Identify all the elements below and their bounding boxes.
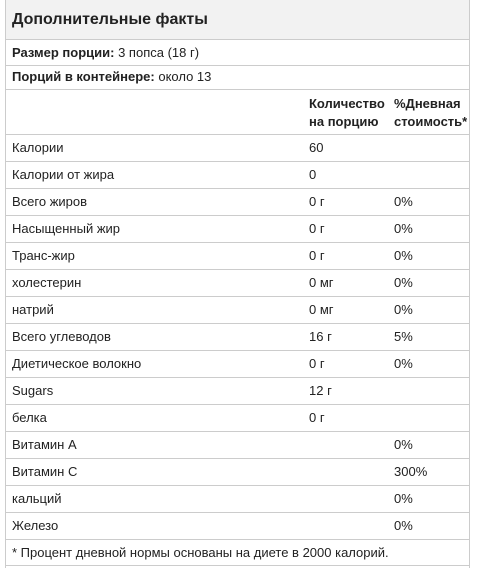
nutrient-name: белка: [12, 410, 47, 425]
daily-value: 300%: [394, 464, 428, 479]
daily-value: 0%: [394, 194, 413, 209]
amount: 0 г: [309, 194, 325, 209]
daily-value: 0%: [394, 275, 413, 290]
nutrient-name: Калории от жира: [12, 167, 115, 182]
nutrient-row: Диетическое волокно 0 г 0%: [6, 351, 469, 378]
amount-header: Количество на порцию: [309, 95, 385, 131]
daily-value: 0%: [394, 221, 413, 236]
daily-value: 0%: [394, 356, 413, 371]
nutrient-name: Витамин C: [12, 464, 78, 479]
nutrient-name: Sugars: [12, 383, 54, 398]
daily-value: 0%: [394, 302, 413, 317]
nutrient-row: Калории 60: [6, 135, 469, 162]
header-line: Количество: [309, 96, 385, 111]
nutrient-name: Насыщенный жир: [12, 221, 121, 236]
label: Порций в контейнере:: [12, 69, 155, 84]
servings-row: Порций в контейнере: около 13: [6, 64, 469, 90]
nutrient-row: Железо 0%: [6, 513, 469, 540]
label: Размер порции:: [12, 45, 115, 60]
nutrient-row: Витамин C 300%: [6, 459, 469, 486]
nutrient-name: Всего жиров: [12, 194, 88, 209]
amount: 0 г: [309, 248, 325, 263]
nutrient-name: Диетическое волокно: [12, 356, 142, 371]
daily-value: 0%: [394, 518, 413, 533]
nutrient-row: натрий 0 мг 0%: [6, 297, 469, 324]
header-line: %Дневная: [394, 96, 461, 111]
nutrient-row: холестерин 0 мг 0%: [6, 270, 469, 297]
nutrient-row: Транс-жир 0 г 0%: [6, 243, 469, 270]
facts-panel: Дополнительные факты Размер порции: 3 по…: [5, 0, 470, 568]
nutrient-row: Насыщенный жир 0 г 0%: [6, 216, 469, 243]
nutrient-name: Транс-жир: [12, 248, 75, 263]
nutrient-name: кальций: [12, 491, 62, 506]
nutrient-row: Всего углеводов 16 г 5%: [6, 324, 469, 351]
nutrient-name: холестерин: [12, 275, 82, 290]
daily-value: 0%: [394, 248, 413, 263]
amount: 0 мг: [309, 275, 334, 290]
nutrient-row: Sugars 12 г: [6, 378, 469, 405]
serving-size-row: Размер порции: 3 попса (18 г): [6, 40, 469, 66]
nutrient-row: кальций 0%: [6, 486, 469, 513]
amount: 12 г: [309, 383, 332, 398]
footnote: * Процент дневной нормы основаны на диет…: [6, 540, 469, 566]
amount: 60: [309, 140, 324, 155]
value: около 13: [158, 69, 212, 84]
nutrient-name: Калории: [12, 140, 64, 155]
amount: 16 г: [309, 329, 332, 344]
daily-value: 0%: [394, 491, 413, 506]
amount: 0 г: [309, 221, 325, 236]
daily-value: 0%: [394, 437, 413, 452]
dv-header: %Дневная стоимость*: [394, 95, 467, 131]
nutrient-name: Железо: [12, 518, 59, 533]
header-line: на порцию: [309, 114, 379, 129]
amount: 0 мг: [309, 302, 334, 317]
daily-value: 5%: [394, 329, 413, 344]
amount: 0 г: [309, 410, 325, 425]
nutrient-row: белка 0 г: [6, 405, 469, 432]
amount: 0 г: [309, 356, 325, 371]
amount: 0: [309, 167, 317, 182]
value: 3 попса (18 г): [118, 45, 200, 60]
nutrient-row: Всего жиров 0 г 0%: [6, 189, 469, 216]
nutrient-name: натрий: [12, 302, 54, 317]
title: Дополнительные факты: [6, 0, 469, 40]
header-row: Количество на порцию %Дневная стоимость*: [6, 90, 469, 135]
nutrient-row: Калории от жира 0: [6, 162, 469, 189]
nutrient-name: Витамин A: [12, 437, 77, 452]
nutrient-name: Всего углеводов: [12, 329, 111, 344]
header-line: стоимость*: [394, 114, 468, 129]
nutrient-row: Витамин A 0%: [6, 432, 469, 459]
